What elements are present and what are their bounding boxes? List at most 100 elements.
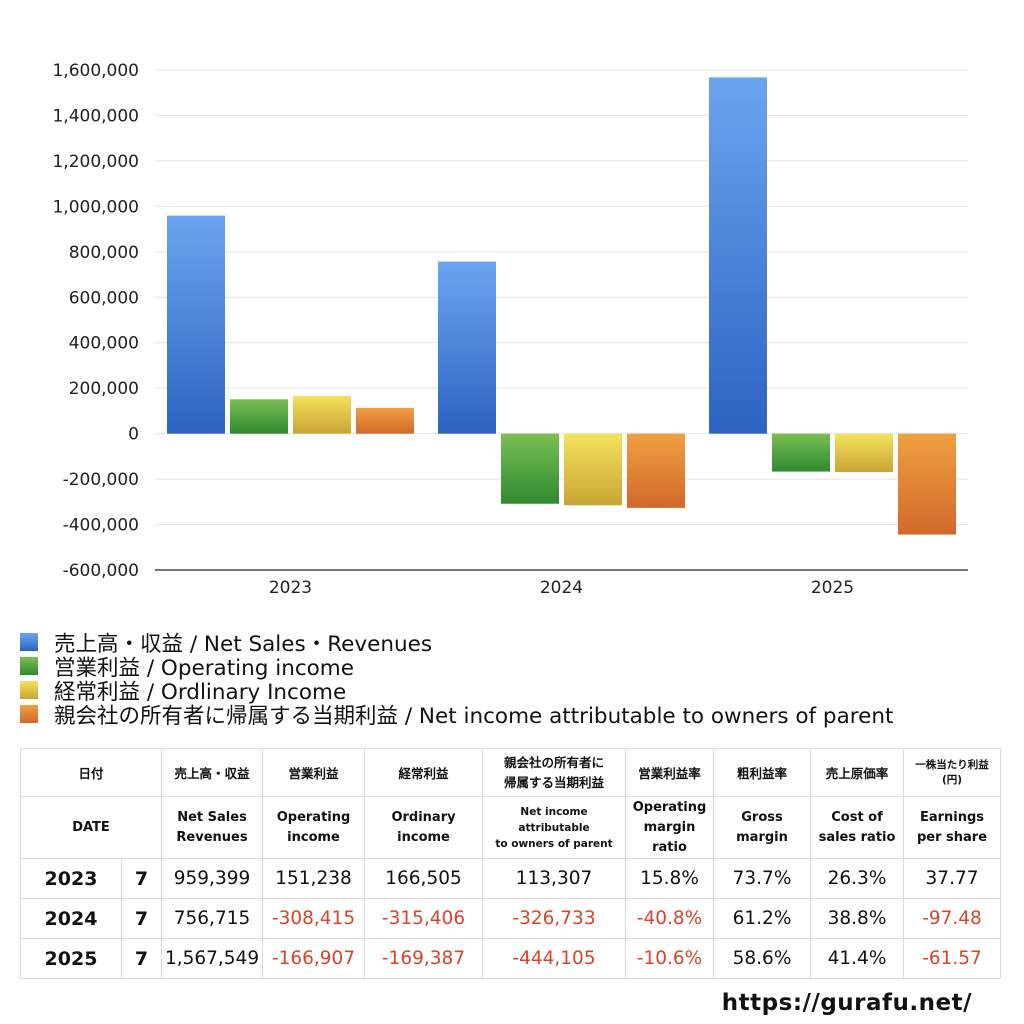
header-net-income-en: Net income attributable to owners of pare…: [482, 796, 627, 859]
cell-net-income: 113,307: [482, 858, 627, 899]
header-ordinary-jp: 経常利益: [364, 748, 484, 797]
axes: 1,600,000 1,400,000 1,200,000 1,000,000 800,…: [52, 61, 968, 598]
header-op-margin-en-1: Operating: [632, 799, 707, 815]
legend-label-net-sales: 売上高・収益 / Net Sales・Revenues: [54, 631, 433, 657]
header-operating-en: Operating income: [262, 796, 366, 859]
header-eps-en-1: Earnings: [919, 809, 985, 825]
cell-net-income: -444,105: [482, 938, 627, 979]
site-url[interactable]: https://gurafu.net/: [721, 990, 972, 1016]
header-sales-en-2: Revenues: [176, 829, 248, 845]
legend: 売上高・収益 / Net Sales・Revenues 営業利益 / Opera…: [20, 630, 893, 729]
y-tick-label: 600,000: [69, 288, 139, 308]
cell-net-income: -326,733: [482, 898, 627, 939]
y-tick-label: 200,000: [69, 379, 139, 399]
bar-2024-series-2: [564, 433, 622, 506]
bar-2024-series-0: [438, 261, 496, 434]
cell-eps: -97.48: [903, 898, 1002, 939]
legend-swatch-operating-income: [20, 657, 38, 675]
header-op-margin-jp: 営業利益率: [625, 748, 715, 797]
y-tick-label: -600,000: [63, 561, 139, 581]
legend-item-operating-income: 営業利益 / Operating income: [20, 654, 893, 681]
header-date-jp: 日付: [19, 748, 163, 797]
cell-gross-margin: 58.6%: [713, 938, 812, 979]
header-sales-en: Net Sales Revenues: [161, 796, 264, 859]
header-ordinary-en-1: Ordinary: [391, 809, 456, 825]
table-row: 2024 7 756,715 -308,415 -315,406 -326,73…: [20, 898, 1002, 939]
legend-label-operating-income: 営業利益 / Operating income: [54, 655, 354, 681]
y-tick-label: -400,000: [63, 516, 139, 536]
header-cost-ratio-jp: 売上原価率: [810, 748, 905, 797]
bar-2024-series-3: [627, 433, 685, 508]
bar-2023-series-1: [230, 399, 288, 434]
header-eps-jp: 一株当たり利益 (円): [903, 748, 1002, 797]
header-net-income-en-1: Net income attributable: [518, 805, 590, 834]
header-gross-margin-en: Gross margin: [713, 796, 812, 859]
x-tick-label: 2023: [269, 578, 312, 598]
cell-cost-ratio: 41.4%: [810, 938, 905, 979]
legend-swatch-ordinary-income: [20, 681, 38, 699]
table-header-en: DATE Net Sales Revenues Operating income O…: [19, 796, 1002, 859]
y-tick-label: 1,200,000: [52, 152, 139, 172]
cell-eps: 37.77: [903, 858, 1002, 899]
legend-item-net-income: 親会社の所有者に帰属する当期利益 / Net income attributab…: [20, 702, 893, 729]
legend-swatch-net-income: [20, 705, 38, 723]
cell-sales: 959,399: [161, 858, 264, 899]
header-eps-en: Earnings per share: [903, 796, 1002, 859]
header-gross-margin-en-2: margin: [736, 829, 788, 845]
y-tick-label: 400,000: [69, 334, 139, 354]
header-operating-en-2: income: [287, 829, 340, 845]
header-op-margin-en-3: ratio: [652, 839, 687, 855]
cell-year: 2024: [20, 898, 122, 939]
y-tick-label: 0: [128, 425, 139, 445]
cell-sales: 756,715: [161, 898, 264, 939]
bar-2023-series-0: [167, 215, 225, 434]
cell-sales: 1,567,549: [161, 938, 264, 979]
grid-lines: [155, 69, 968, 526]
cell-op-margin: -10.6%: [625, 938, 715, 979]
table-row: 2025 7 1,567,549 -166,907 -169,387 -444,…: [20, 938, 1002, 979]
header-cost-ratio-en-1: Cost of: [831, 809, 883, 825]
header-date-en: DATE: [19, 796, 163, 859]
table-header-jp: 日付 売上高・収益 営業利益 経常利益 親会社の所有者に 帰属する当期利益 営業利…: [19, 748, 1002, 797]
cell-ordinary: 166,505: [364, 858, 484, 899]
bar-2025-series-0: [709, 77, 767, 434]
bar-2024-series-1: [501, 433, 559, 504]
header-net-income-jp: 親会社の所有者に 帰属する当期利益: [482, 748, 627, 797]
header-net-income-en-2: to owners of parent: [495, 837, 613, 850]
y-tick-label: -200,000: [63, 470, 139, 490]
bar-2023-series-2: [293, 395, 351, 434]
cell-operating: -166,907: [262, 938, 366, 979]
header-ordinary-en: Ordinary income: [364, 796, 484, 859]
header-sales-en-1: Net Sales: [177, 809, 247, 825]
financial-table: 日付 売上高・収益 営業利益 経常利益 親会社の所有者に 帰属する当期利益 営業利…: [19, 748, 1002, 979]
header-eps-jp-line1: 一株当たり利益: [915, 758, 989, 771]
cell-operating: -308,415: [262, 898, 366, 939]
header-op-margin-en-2: margin: [643, 819, 696, 835]
bar-2023-series-3: [356, 407, 414, 434]
cell-cost-ratio: 26.3%: [810, 858, 905, 899]
bar-2025-series-2: [835, 433, 893, 473]
bars: [167, 77, 956, 535]
cell-op-margin: 15.8%: [625, 858, 715, 899]
header-sales-jp: 売上高・収益: [161, 748, 264, 797]
header-eps-en-2: per share: [916, 829, 988, 845]
cell-operating: 151,238: [262, 858, 366, 899]
cell-count: 7: [120, 858, 163, 899]
header-eps-jp-line2: (円): [941, 773, 963, 786]
header-gross-margin-en-1: Gross: [741, 809, 783, 825]
x-tick-label: 2024: [540, 578, 583, 598]
y-tick-label: 800,000: [69, 243, 139, 263]
cell-gross-margin: 61.2%: [713, 898, 812, 939]
y-tick-label: 1,600,000: [52, 61, 139, 81]
cell-ordinary: -315,406: [364, 898, 484, 939]
header-operating-jp: 営業利益: [262, 748, 366, 797]
cell-eps: -61.57: [903, 938, 1002, 979]
cell-gross-margin: 73.7%: [713, 858, 812, 899]
legend-item-ordinary-income: 経常利益 / Ordlinary Income: [20, 678, 893, 705]
y-tick-label: 1,000,000: [52, 197, 139, 217]
header-cost-ratio-en: Cost of sales ratio: [810, 796, 905, 859]
y-tick-label: 1,400,000: [52, 106, 139, 126]
header-cost-ratio-en-2: sales ratio: [818, 829, 896, 845]
legend-item-net-sales: 売上高・収益 / Net Sales・Revenues: [20, 630, 893, 657]
cell-year: 2023: [20, 858, 122, 899]
